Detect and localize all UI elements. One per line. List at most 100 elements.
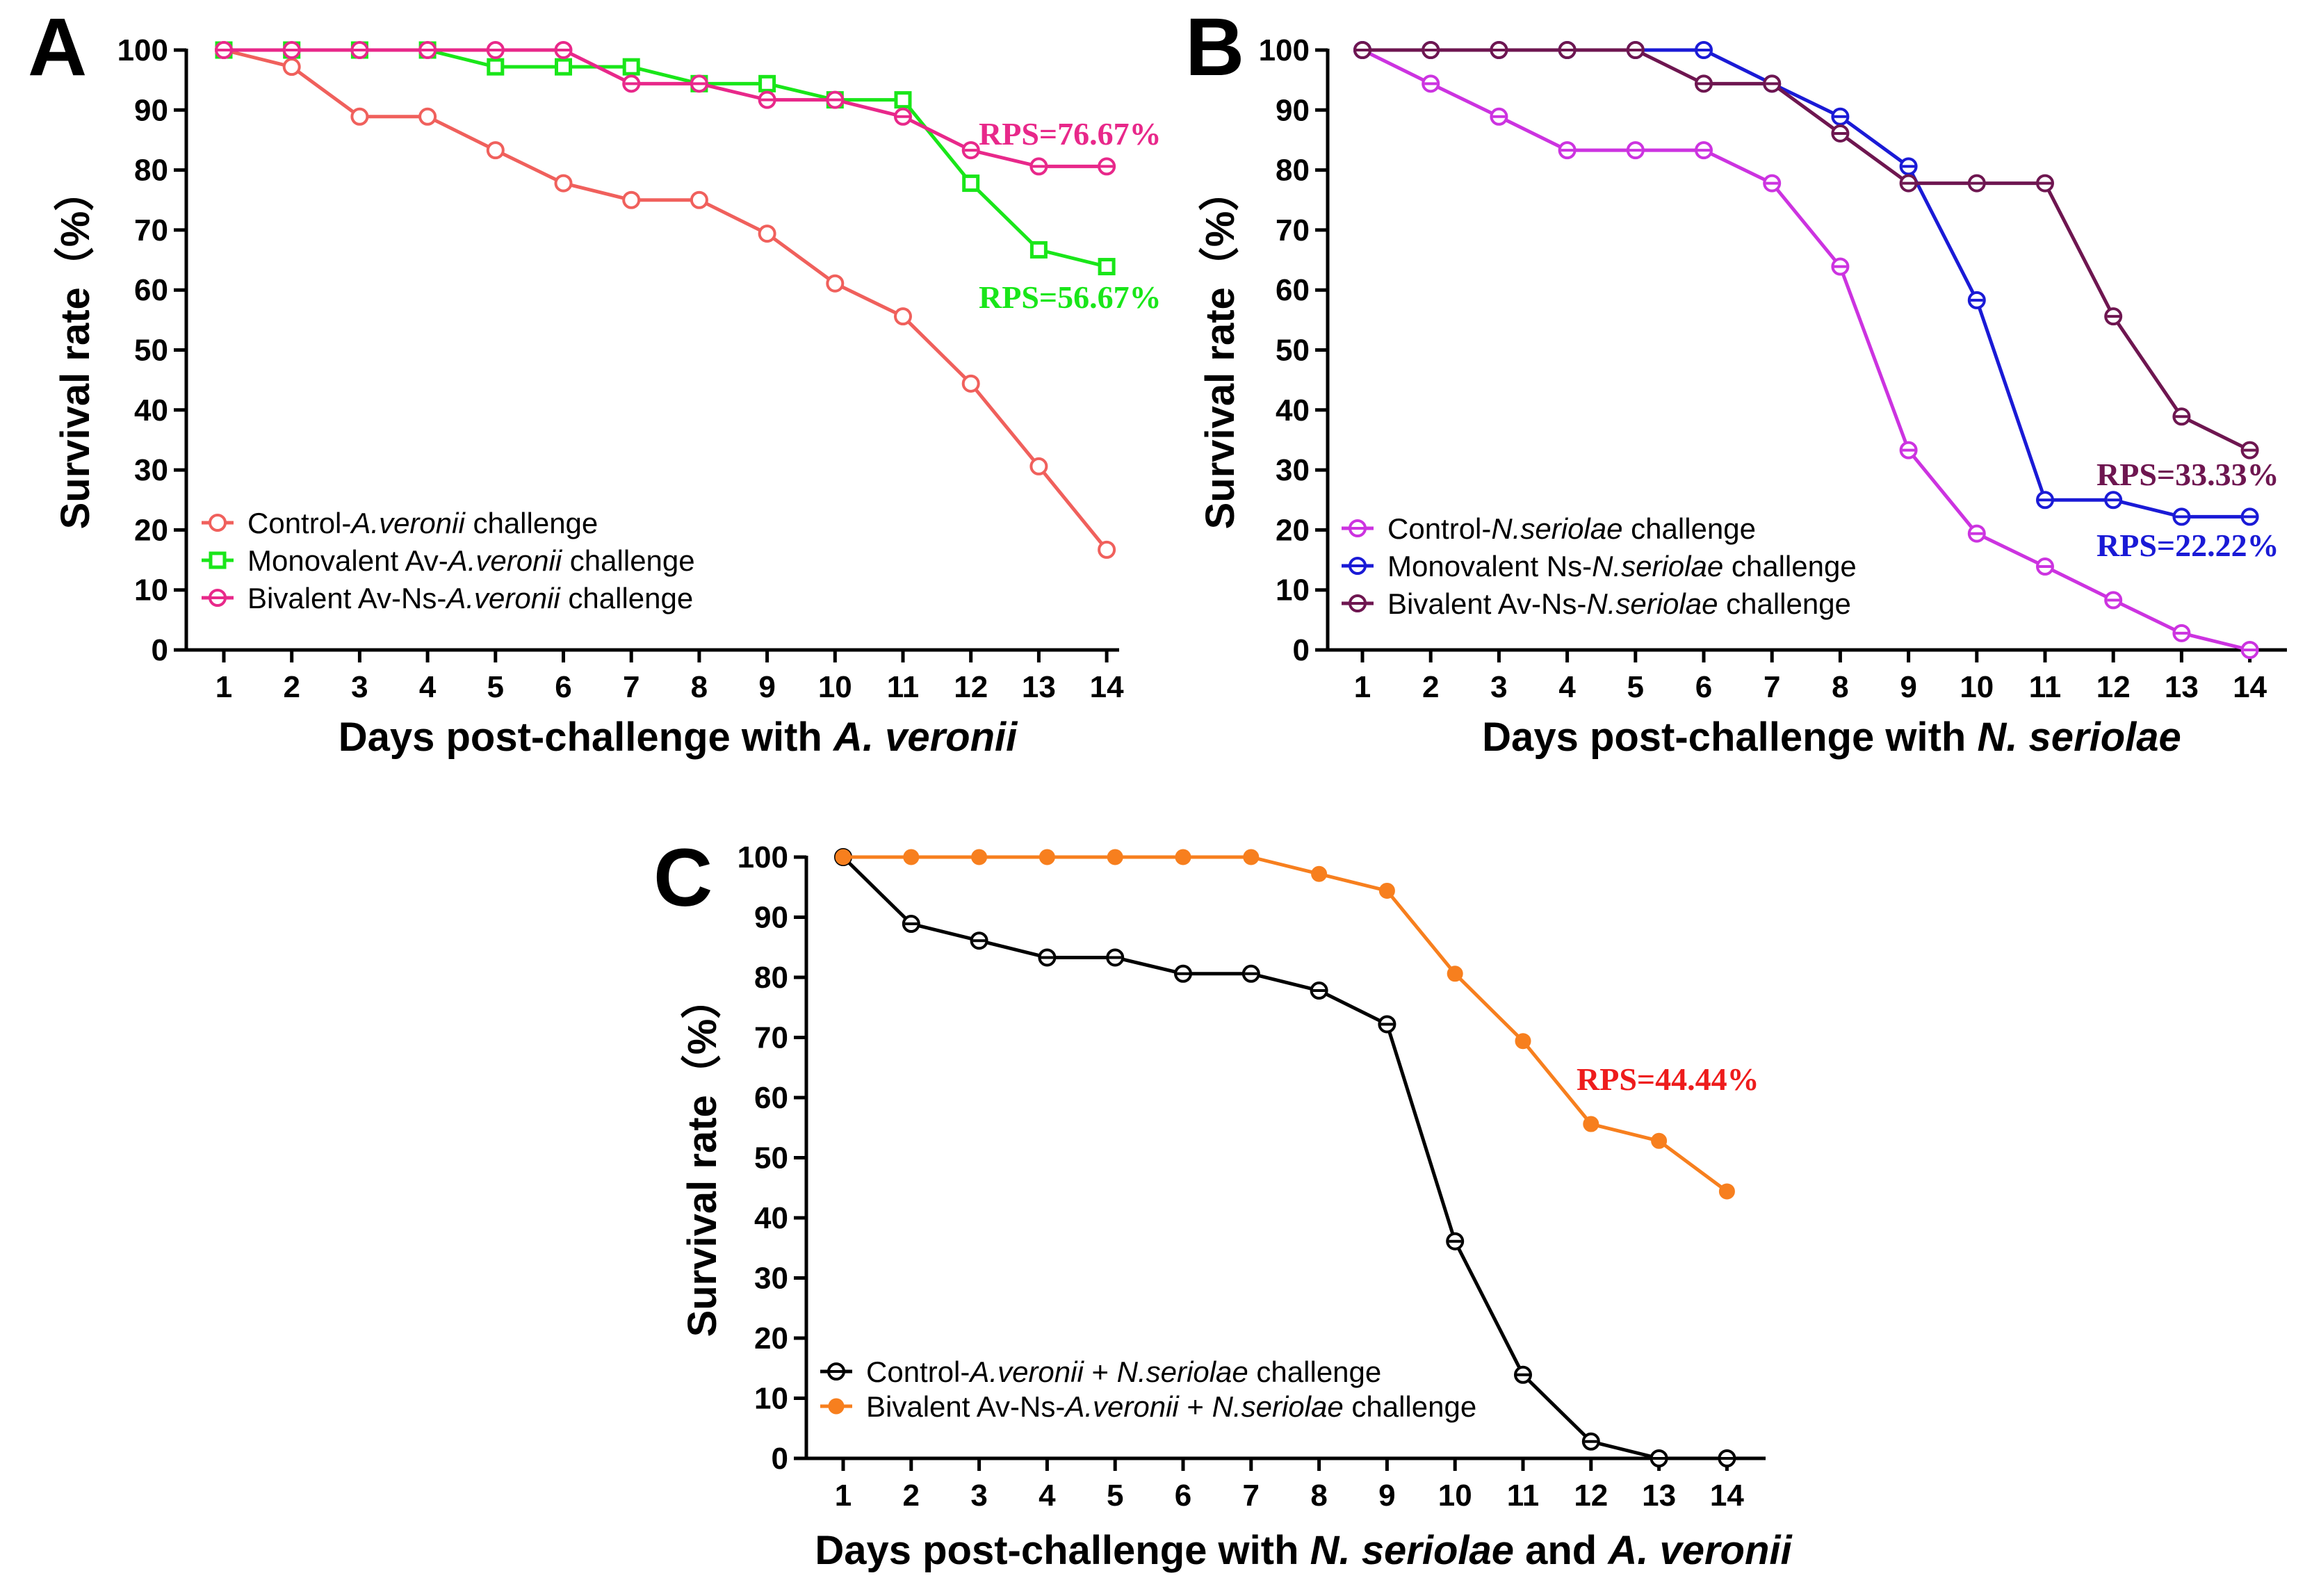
panel-b-series-1-point: [2104, 591, 2123, 610]
panel-a-series-1-point: [486, 141, 505, 160]
panel-b-y-tick-label: 40: [1276, 393, 1310, 427]
panel-a-series-3: [215, 41, 1116, 176]
panel-a-y-tick-label: 70: [134, 213, 168, 247]
panel-a-y-tick-label: 40: [134, 393, 168, 427]
panel-a-series-2-point: [487, 58, 505, 76]
panel-c-y-tick-label: 80: [754, 961, 788, 995]
panel-a-x-tick-label: 8: [691, 670, 708, 704]
panel-a-x-tick-label: 13: [1022, 670, 1056, 704]
panel-a-series-2-point: [555, 58, 572, 76]
panel-a-legend: Control-A.veronii challenge Monovalent Av…: [202, 507, 695, 614]
panel-b-series-1-point: [1558, 141, 1577, 160]
panel-c-series-2-point: [1175, 849, 1191, 865]
panel-c-series-2-point: [1651, 1132, 1668, 1149]
panel-b-series-3-point: [1899, 174, 1918, 193]
panel-a-series-3-point: [486, 41, 505, 59]
panel-a-series-1-point: [758, 225, 776, 243]
panel-a-y-tick-label: 50: [134, 334, 168, 368]
panel-c-series-1-point: [1718, 1449, 1736, 1467]
panel-b-legend-item-2: Monovalent Ns-N.seriolae challenge: [1342, 550, 1857, 583]
panel-b-series-3-point: [1626, 41, 1645, 59]
panel-a-y-tick-label: 80: [134, 154, 168, 188]
panel-b-y-tick-label: 50: [1276, 334, 1310, 368]
panel-a-x-tick-label: 5: [487, 670, 504, 704]
panel-b-y-axis-title: Survival rate（%）: [1198, 171, 1243, 530]
panel-b-series-1-point: [1422, 74, 1440, 93]
panel-c-x-tick-label: 10: [1438, 1479, 1472, 1513]
panel-a-legend-item-3: Bivalent Av-Ns-A.veronii challenge: [202, 582, 693, 614]
panel-a-x-axis-title: Days post-challenge with A. veronii: [339, 715, 1018, 760]
panel-b-series-3-point: [1558, 41, 1577, 59]
panel-b-series-1-point: [1763, 174, 1782, 193]
panel-a-x-tick-label: 6: [555, 670, 571, 704]
panel-b-series-3-point: [2172, 407, 2191, 426]
panel-a-series-1-point: [622, 190, 641, 209]
panel-b-series: [1353, 41, 2259, 659]
panel-c-series-1-line: [842, 856, 1727, 1460]
panel-a-x-tick-label: 9: [758, 670, 775, 704]
panel-c-x-tick-label: 7: [1243, 1479, 1260, 1513]
panel-c-rps-annotation-1: RPS=44.44%: [1577, 1061, 1759, 1097]
panel-a-series-3-point: [622, 74, 641, 93]
panel-a-series-2-point: [758, 74, 776, 92]
panel-b-y-tick-label: 30: [1276, 453, 1310, 487]
panel-c-x-tick-label: 11: [1507, 1479, 1540, 1513]
panel-b-y-tick-label: 80: [1276, 154, 1310, 188]
panel-a-x-tick-label: 12: [954, 670, 988, 704]
panel-b-series-1-point: [1831, 257, 1850, 276]
panel-b-series-1-point: [1967, 524, 1986, 543]
panel-c-series-2-point: [971, 849, 988, 865]
panel-b-x-tick-label: 6: [1695, 670, 1712, 704]
panel-b-legend: Control-N.seriolae challenge Monovalent N…: [1342, 512, 1857, 620]
panel-a-rps-annotation-2: RPS=56.67%: [979, 279, 1162, 315]
panel-b-x-tick-label: 7: [1764, 670, 1780, 704]
legend-swatch-marker: [209, 589, 227, 607]
panel-a-series-3-point: [1029, 157, 1048, 176]
panel-b-x-tick-label: 13: [2165, 670, 2199, 704]
panel-b-y-tick-label: 70: [1276, 213, 1310, 247]
panel-b-y-tick-label: 60: [1276, 273, 1310, 307]
panel-b-series-1-line: [1361, 48, 2251, 652]
panel-b-y-tick-label: 0: [1293, 633, 1310, 667]
panel-c-x-tick-label: 9: [1378, 1479, 1395, 1513]
panel-c-legend: Control-A.veronii + N.seriolae challenge…: [820, 1355, 1476, 1423]
panel-c-series-1-point: [1378, 1015, 1396, 1034]
panel-b-series-3-point: [2240, 441, 2259, 459]
panel-c-series-2-point: [835, 849, 852, 865]
panel-a-series-1-point: [282, 58, 301, 76]
panel-a-y-tick-label: 20: [134, 513, 168, 547]
panel-b-legend-item-1: Control-N.seriolae challenge: [1342, 512, 1756, 545]
panel-b-series-2-point: [2036, 491, 2054, 510]
panel-c-series-1-point: [1581, 1432, 1600, 1451]
panel-a-series-3-point: [690, 74, 708, 93]
panel-c-y-tick-label: 10: [754, 1382, 788, 1416]
panel-a-series-1-point: [961, 374, 980, 393]
panel-c-series-1-point: [1106, 948, 1125, 967]
legend-swatch-marker: [827, 1362, 845, 1381]
panel-a-y-tick-label: 60: [134, 273, 168, 307]
legend-swatch-marker: [209, 551, 227, 569]
panel-b-x-tick-label: 3: [1490, 670, 1507, 704]
panel-b-rps-annotation-2: RPS=22.22%: [2096, 528, 2279, 563]
panel-a-series-3-point: [894, 107, 912, 126]
panel-c-x-axis-title: Days post-challenge with N. seriolae and…: [815, 1528, 1793, 1573]
panel-c-y-tick-label: 50: [754, 1141, 788, 1175]
panel-b-series-1-point: [1695, 141, 1713, 160]
legend-swatch-marker: [1349, 594, 1367, 612]
panel-a-series-3-point: [215, 41, 233, 59]
panel-b-series-1-point: [2036, 557, 2054, 576]
panel-a-y-tick-label: 100: [117, 33, 168, 67]
panel-c-x-tick-label: 3: [970, 1479, 987, 1513]
panel-b-x-tick-label: 14: [2233, 670, 2267, 704]
panel-b-series-3-point: [1763, 74, 1782, 93]
panel-c-series-1-point: [970, 931, 988, 950]
panel-a-series-3-point: [826, 90, 845, 109]
panel-c-series: [834, 848, 1736, 1467]
legend-swatch-marker: [828, 1398, 845, 1415]
panel-a-y-tick-label: 90: [134, 93, 168, 127]
panel-c-series-2-point: [1311, 865, 1328, 882]
panel-b-series-3-point: [1967, 174, 1986, 193]
